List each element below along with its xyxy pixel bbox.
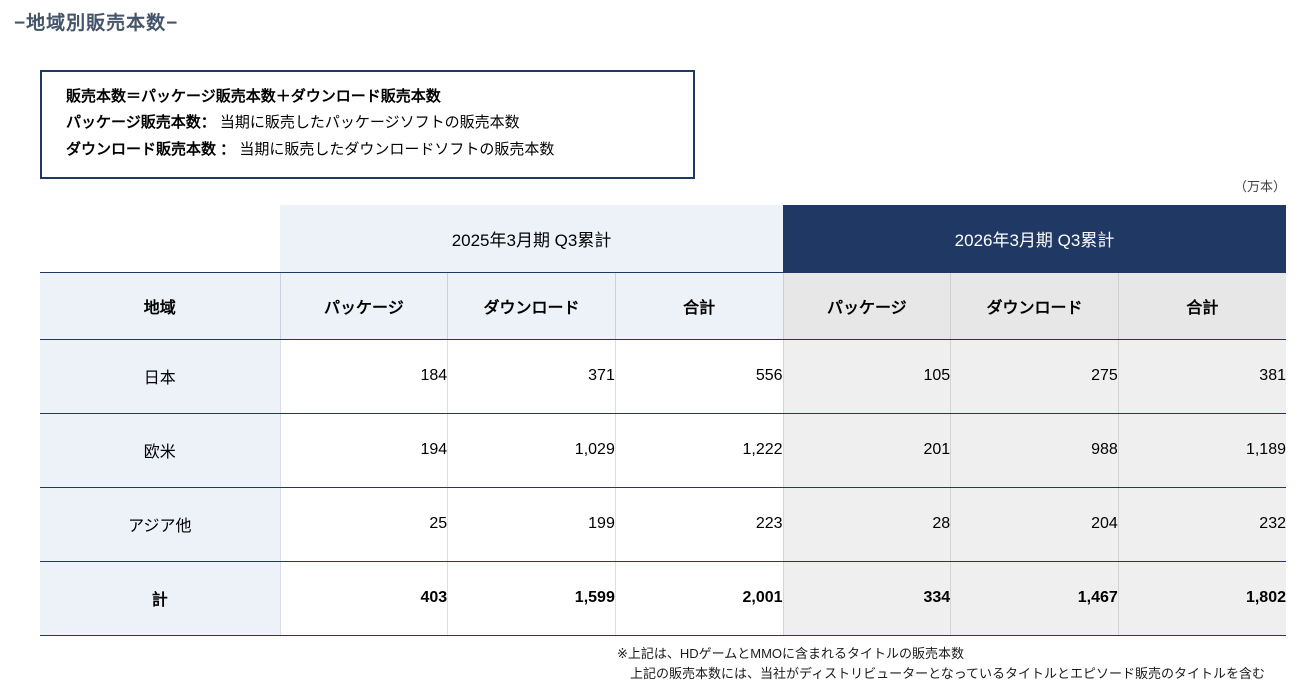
- column-header-package-2026: パッケージ: [782, 272, 951, 340]
- value-cell: 334: [782, 561, 951, 636]
- column-header-region: 地域: [40, 272, 281, 340]
- value-cell: 105: [782, 339, 951, 414]
- definition-term: 販売本数＝パッケージ販売本数＋ダウンロード販売本数: [66, 88, 441, 105]
- value-cell: 1,029: [447, 413, 616, 488]
- column-header-download-2025: ダウンロード: [447, 272, 616, 340]
- column-header-package-2025: パッケージ: [279, 272, 448, 340]
- value-cell: 275: [950, 339, 1119, 414]
- value-cell: 204: [950, 487, 1119, 562]
- footnote-line: 上記の販売本数には、当社がディストリビューターとなっているタイトルとエピソード販…: [630, 666, 1266, 682]
- value-cell: 28: [782, 487, 951, 562]
- definition-term: ダウンロード販売本数 ：: [66, 140, 236, 158]
- row-label: 欧米: [40, 413, 281, 488]
- column-header-row: 地域 パッケージ ダウンロード 合計 パッケージ ダウンロード 合計: [40, 272, 1286, 340]
- footnote-line: ※上記は、HDゲームとMMOに含まれるタイトルの販売本数: [617, 646, 965, 661]
- definition-text: 当期に販売したダウンロードソフトの販売本数: [235, 140, 555, 158]
- footnotes: ※上記は、HDゲームとMMOに含まれるタイトルの販売本数 上記の販売本数には、当…: [617, 644, 1265, 684]
- definition-line: ダウンロード販売本数 ： 当期に販売したダウンロードソフトの販売本数: [66, 137, 675, 163]
- value-cell: 403: [279, 561, 448, 636]
- table-row-japan: 日本 184 371 556 105 275 381: [40, 339, 1286, 414]
- value-cell: 1,467: [950, 561, 1119, 636]
- unit-label: （万本）: [1233, 179, 1286, 194]
- value-cell: 2,001: [614, 561, 784, 636]
- column-header-total-2026: 合計: [1117, 272, 1286, 340]
- value-cell: 988: [950, 413, 1119, 488]
- row-label: 計: [40, 561, 281, 636]
- value-cell: 1,599: [447, 561, 616, 636]
- definition-term: パッケージ販売本数：: [66, 114, 216, 132]
- value-cell: 201: [782, 413, 951, 488]
- period-header-row: 2025年3月期 Q3累計 2026年3月期 Q3累計: [40, 205, 1286, 273]
- definition-line: パッケージ販売本数： 当期に販売したパッケージソフトの販売本数: [66, 110, 675, 136]
- value-cell: 223: [614, 487, 784, 562]
- page-title: −地域別販売本数−: [14, 13, 179, 34]
- value-cell: 199: [447, 487, 616, 562]
- regional-sales-table: 2025年3月期 Q3累計 2026年3月期 Q3累計 地域 パッケージ ダウン…: [40, 205, 1286, 636]
- definition-box: 販売本数＝パッケージ販売本数＋ダウンロード販売本数 パッケージ販売本数： 当期に…: [40, 70, 695, 179]
- value-cell: 232: [1117, 487, 1286, 562]
- period-header-fy2026: 2026年3月期 Q3累計: [783, 205, 1286, 273]
- value-cell: 1,189: [1117, 413, 1286, 488]
- value-cell: 184: [279, 339, 448, 414]
- value-cell: 194: [279, 413, 448, 488]
- row-label: アジア他: [40, 487, 281, 562]
- definition-line: 販売本数＝パッケージ販売本数＋ダウンロード販売本数: [66, 84, 675, 110]
- value-cell: 556: [614, 339, 784, 414]
- value-cell: 371: [447, 339, 616, 414]
- value-cell: 25: [279, 487, 448, 562]
- column-header-download-2026: ダウンロード: [950, 272, 1119, 340]
- table-row-asia-other: アジア他 25 199 223 28 204 232: [40, 487, 1286, 562]
- period-header-fy2025: 2025年3月期 Q3累計: [280, 205, 784, 273]
- value-cell: 381: [1117, 339, 1286, 414]
- value-cell: 1,802: [1117, 561, 1286, 636]
- column-header-total-2025: 合計: [614, 272, 784, 340]
- value-cell: 1,222: [614, 413, 784, 488]
- table-row-west: 欧米 194 1,029 1,222 201 988 1,189: [40, 413, 1286, 488]
- row-label: 日本: [40, 339, 281, 414]
- definition-text: 当期に販売したパッケージソフトの販売本数: [215, 114, 520, 132]
- corner-cell: [40, 205, 281, 273]
- table-row-total: 計 403 1,599 2,001 334 1,467 1,802: [40, 561, 1286, 636]
